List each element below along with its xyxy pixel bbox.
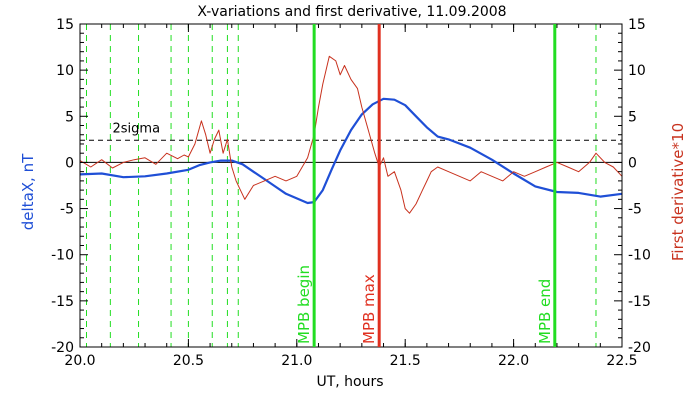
x-axis-label: UT, hours: [316, 374, 383, 390]
y-tick-label-right: 5: [628, 109, 637, 125]
axes-layer: 20.0 20.5 21.0 21.5 22.0 22.5 15 15 10 10 5 5 0 0 -5 -5…: [51, 17, 651, 369]
plot-frame: [79, 23, 623, 348]
chart-title: X-variations and first derivative, 11.09…: [197, 4, 506, 20]
x-tick-label: 20.0: [64, 353, 95, 369]
y-tick-label-left: -20: [51, 340, 74, 356]
y-tick-label-left: -10: [51, 248, 74, 264]
y-tick-label-right: -10: [628, 248, 651, 264]
deltax-series-line: [79, 97, 623, 205]
y-axis-label-right: First derivative*10: [669, 123, 687, 261]
y-tick-label-right: -5: [628, 202, 642, 218]
x-tick-label: 20.5: [173, 353, 204, 369]
y-tick-label-right: -20: [628, 340, 651, 356]
x-tick-label: 21.5: [390, 353, 421, 369]
y-tick-label-left: 10: [56, 63, 74, 79]
mpb-label: MPB begin: [295, 265, 313, 344]
y-tick-label-right: 15: [628, 17, 646, 33]
y-tick-label-left: 0: [65, 155, 74, 171]
y-tick-label-left: 15: [56, 17, 74, 33]
y-tick-label-left: 5: [65, 109, 74, 125]
series-layer: [79, 55, 623, 214]
derivative-series-line: [79, 55, 623, 214]
x-tick-label: 22.0: [498, 353, 529, 369]
x-tick-label: 21.0: [281, 353, 312, 369]
mpb-label: MPB max: [360, 274, 378, 344]
labels-layer: MPB begin MPB max MPB end: [295, 24, 557, 347]
vertical-lines-layer: [86, 24, 597, 347]
mpb-label: MPB end: [536, 279, 554, 344]
sigma-label: 2sigma: [113, 121, 161, 136]
x-tick-label: 22.5: [606, 353, 637, 369]
y-tick-label-left: -15: [51, 294, 74, 310]
y-tick-label-left: -5: [60, 202, 74, 218]
y-tick-label-right: -15: [628, 294, 651, 310]
horizontal-lines-layer: 2sigma: [80, 121, 622, 163]
y-tick-label-right: 10: [628, 63, 646, 79]
y-axis-label-left: deltaX, nT: [19, 153, 37, 230]
y-tick-label-right: 0: [628, 155, 637, 171]
